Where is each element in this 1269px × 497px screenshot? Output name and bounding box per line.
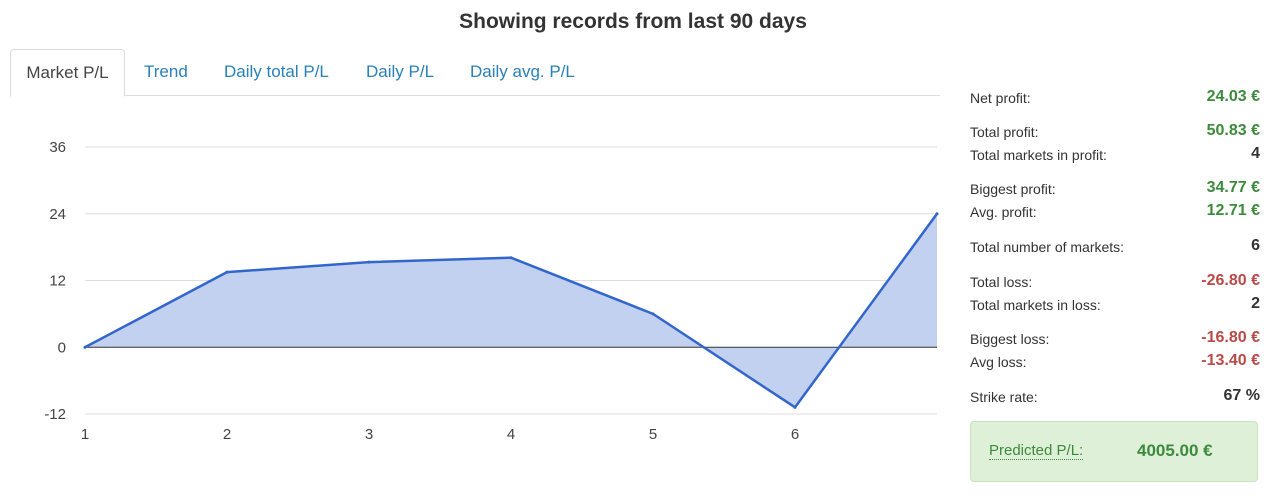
stat-label: Strike rate:: [970, 389, 1038, 405]
stat-label: Net profit:: [970, 90, 1031, 106]
stat-markets-in-loss: Total markets in loss: 2: [970, 295, 1260, 315]
series-line-segment: [225, 260, 371, 274]
stat-label: Total number of markets:: [970, 239, 1125, 255]
y-tick-label: 12: [49, 273, 66, 290]
data-point: [83, 345, 87, 349]
tab-daily-total-pl[interactable]: Daily total P/L: [224, 62, 329, 81]
stat-value: -13.40 €: [1201, 352, 1260, 369]
data-point: [367, 260, 371, 264]
y-tick-label: 0: [58, 339, 66, 356]
stat-avg-loss: Avg loss: -13.40 €: [970, 352, 1260, 372]
stat-total-profit: Total profit: 50.83 €: [970, 122, 1260, 142]
tab-trend[interactable]: Trend: [144, 62, 188, 81]
page-title: Showing records from last 90 days: [459, 10, 807, 33]
stat-value: 24.03 €: [1206, 88, 1260, 105]
data-point: [935, 212, 939, 216]
stat-value: 4: [1251, 145, 1260, 162]
stat-label: Total loss:: [970, 274, 1033, 290]
y-tick-label: 36: [49, 139, 66, 156]
stat-avg-profit: Avg. profit: 12.71 €: [970, 202, 1260, 222]
data-point: [793, 405, 797, 409]
x-tick-label: 1: [81, 426, 89, 443]
stat-label: Total profit:: [970, 124, 1039, 140]
x-tick-label: 3: [365, 426, 373, 443]
stat-label: Biggest profit:: [970, 181, 1056, 197]
data-point: [225, 270, 229, 274]
stat-value: 2: [1251, 295, 1260, 312]
series-line-segment: [651, 312, 797, 409]
x-tick-label: 6: [791, 426, 799, 443]
tab-market-pl[interactable]: Market P/L: [10, 49, 125, 97]
data-point: [509, 256, 513, 260]
data-point: [651, 312, 655, 316]
tab-daily-pl[interactable]: Daily P/L: [366, 62, 435, 81]
stat-biggest-profit: Biggest profit: 34.77 €: [970, 179, 1260, 199]
stat-total-markets: Total number of markets: 6: [970, 237, 1260, 257]
predicted-pl-box: Predicted P/L: 4005.00 €: [970, 421, 1258, 482]
stat-value: 67 %: [1223, 387, 1260, 404]
chart-tabs: Market P/L Trend Daily total P/L Daily P…: [10, 49, 940, 97]
stat-value: -16.80 €: [1201, 329, 1260, 346]
series-line-segment: [509, 256, 655, 316]
stat-value: 6: [1251, 237, 1260, 254]
series-line-segment: [83, 270, 229, 349]
series-line-segment: [367, 256, 513, 264]
x-tick-label: 5: [649, 426, 657, 443]
stat-biggest-loss: Biggest loss: -16.80 €: [970, 329, 1260, 349]
y-tick-label: 24: [49, 206, 66, 223]
stat-total-loss: Total loss: -26.80 €: [970, 272, 1260, 292]
stat-label: Avg loss:: [970, 354, 1027, 370]
stat-value: 12.71 €: [1206, 202, 1260, 219]
area-fill: [85, 213, 937, 408]
x-tick-label: 2: [223, 426, 231, 443]
stat-value: 34.77 €: [1206, 179, 1260, 196]
stat-label: Total markets in profit:: [970, 147, 1107, 163]
x-tick-label: 4: [507, 426, 515, 443]
y-tick-label: -12: [44, 406, 66, 423]
stat-net-profit: Net profit: 24.03 €: [970, 88, 1260, 108]
predicted-pl-label[interactable]: Predicted P/L:: [989, 442, 1084, 460]
stat-label: Biggest loss:: [970, 331, 1050, 347]
stat-label: Total markets in loss:: [970, 297, 1101, 313]
series-line-segment: [793, 212, 939, 409]
predicted-pl-value: 4005.00 €: [1137, 441, 1213, 460]
stat-value: -26.80 €: [1201, 272, 1260, 289]
tab-daily-avg-pl[interactable]: Daily avg. P/L: [470, 62, 575, 81]
stat-label: Avg. profit:: [970, 204, 1037, 220]
stat-strike-rate: Strike rate: 67 %: [970, 387, 1260, 407]
stat-markets-in-profit: Total markets in profit: 4: [970, 145, 1260, 165]
stat-value: 50.83 €: [1206, 122, 1260, 139]
